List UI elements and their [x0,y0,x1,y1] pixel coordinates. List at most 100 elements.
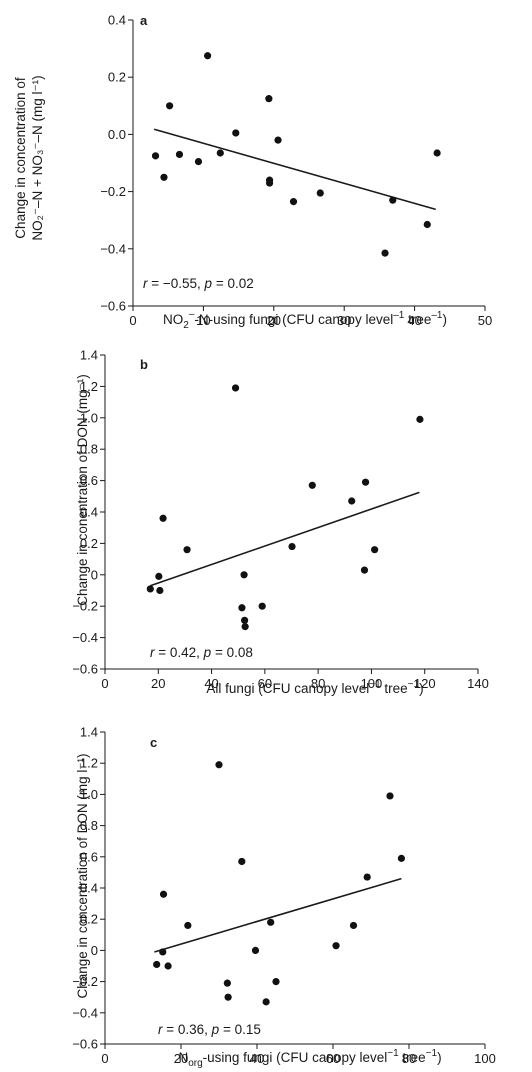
panel-a-y-label-line1: Change in concentration of [13,77,28,239]
panel-a-y-tick-label: −0.2 [100,184,126,199]
panel-b-x-axis-label: All fungi (CFU canopy level−1 tree−1) [206,679,423,696]
panel-a-data-point [151,152,160,160]
panel-b-data-point [146,585,154,593]
panel-b-y-tick-label: 1.4 [80,348,98,363]
panel-c-letter: c [150,735,157,750]
panel-b-data-point [360,566,369,574]
panel-b-y-tick-label: 0.6 [80,473,98,488]
panel-c-y-tick-label: 0.6 [80,849,98,864]
panel-a-data-point [389,196,397,204]
panel-a-data-point [175,150,184,159]
panel-c-data-point [262,998,270,1006]
panel-a-y-axis-label: Change in concentration of NO₂⁻–N + NO₃⁻… [13,75,45,240]
panel-b-data-point [241,616,249,624]
panel-c-data-point [332,942,340,950]
panel-b-data-point [371,546,379,554]
panel-b-x-tick-label: 60 [258,676,272,691]
panel-a-y-label-line2: NO₂⁻–N + NO₃⁻–N (mg l⁻¹) [30,75,45,240]
panel-c-y-tick-label: 0.2 [80,912,98,927]
panel-b-x-tick-label: 140 [467,676,489,691]
panel-b-y-tick-label: −0.2 [72,599,98,614]
panel-c-y-tick-label: −0.2 [72,974,98,989]
panel-a-data-point [289,198,298,206]
panel-a-y-tick-label: −0.4 [100,241,126,256]
panel-b-x-tick-label: 100 [361,676,383,691]
panel-c-x-tick-label: 60 [326,1051,340,1066]
panel-c-data-point [223,979,231,987]
panel-c-y-tick-label: −0.4 [72,1005,98,1020]
panel-b-letter: b [140,357,148,372]
panel-a-data-point [232,129,240,137]
panel-a-x-tick-label: 40 [407,313,421,328]
panel-c-y-tick-label: 0.4 [80,881,98,896]
panel-a-data-point [265,179,274,187]
panel-c-data-point [251,946,260,955]
panel-c-data-point [363,873,371,881]
panel-c-data-point [164,962,172,970]
panel-b-data-point [231,384,240,392]
panel-a-data-point [423,220,431,229]
panel-b: b Change in conentration of DON (mg⁻¹) A… [72,348,489,697]
panel-c-y-tick-label: 1.4 [80,725,98,740]
panel-b-data-point [241,623,249,631]
panel-b-y-tick-label: 1.0 [80,410,98,425]
panel-b-data-point [308,481,316,489]
panel-b-data-point [348,497,356,505]
panel-c-fit-line [154,877,402,953]
panel-b-x-tick-label: 20 [151,676,165,691]
panel-c-data-point [238,857,246,866]
panel-c-data-point [153,960,161,969]
panel-c-x-tick-label: 20 [174,1051,188,1066]
panel-a-y-tick-label: 0.2 [108,70,126,85]
panel-b-data-point [183,546,191,554]
panel-c-y-tick-label: 1.2 [80,756,98,771]
panel-c-data-point [159,890,168,898]
panel-c-stat-label: r = 0.36, p = 0.15 [158,1022,261,1037]
panel-a-data-point [265,95,273,103]
panel-c-data-point [397,854,405,862]
panel-a-data-point [216,149,224,157]
panel-b-data-point [238,604,246,612]
panel-a: a Change in concentration of NO₂⁻–N + NO… [13,13,492,332]
panel-a-x-axis-label: NO2–-N-using fungi (CFU canopy level–1 t… [163,309,447,331]
panel-b-data-point [159,514,167,522]
panel-b-y-tick-label: 0.2 [80,536,98,551]
panel-a-y-tick-label: 0.4 [108,13,126,28]
panel-b-y-tick-label: −0.4 [72,630,98,645]
panel-a-data-point [194,157,203,166]
panel-b-stat-label: r = 0.42, p = 0.08 [150,645,253,660]
panel-a-x-tick-label: 10 [196,313,210,328]
panel-a-x-tick-label: 30 [337,313,351,328]
panel-c-y-tick-label: −0.6 [72,1037,98,1052]
panel-b-x-tick-label: 120 [414,676,436,691]
panel-b-data-point [416,415,424,423]
panel-a-data-point [160,173,168,181]
panel-b-y-axis-label: Change in conentration of DON (mg⁻¹) [75,374,90,605]
panel-a-data-point [274,136,282,144]
panel-a-y-tick-label: −0.6 [100,299,126,314]
panel-c-x-tick-label: 0 [101,1051,108,1066]
panel-b-y-tick-label: 0.4 [80,505,98,520]
panel-b-data-point [156,586,164,595]
panel-b-data-point [258,602,266,610]
panel-c-data-point [272,978,280,986]
panel-c-data-point [386,792,394,800]
panel-b-y-tick-label: 0 [91,567,98,582]
panel-a-x-tick-label: 20 [267,313,281,328]
panel-b-x-tick-label: 80 [311,676,325,691]
panel-b-fit-line [150,491,420,587]
panel-a-data-point [381,249,389,257]
panel-c: c Change in concentration of DON (mg l⁻¹… [72,725,496,1070]
panel-b-data-point [155,572,163,580]
panel-a-data-point [204,52,212,60]
panel-c-data-point [349,921,358,930]
panel-b-data-point [361,478,370,486]
panel-b-y-tick-label: 1.2 [80,379,98,394]
panel-c-data-point [224,993,232,1001]
panel-a-x-tick-label: 0 [129,313,136,328]
panel-c-x-tick-label: 100 [474,1051,496,1066]
panel-b-x-tick-label: 40 [204,676,218,691]
panel-c-x-tick-label: 40 [250,1051,264,1066]
panel-c-x-tick-label: 80 [402,1051,416,1066]
